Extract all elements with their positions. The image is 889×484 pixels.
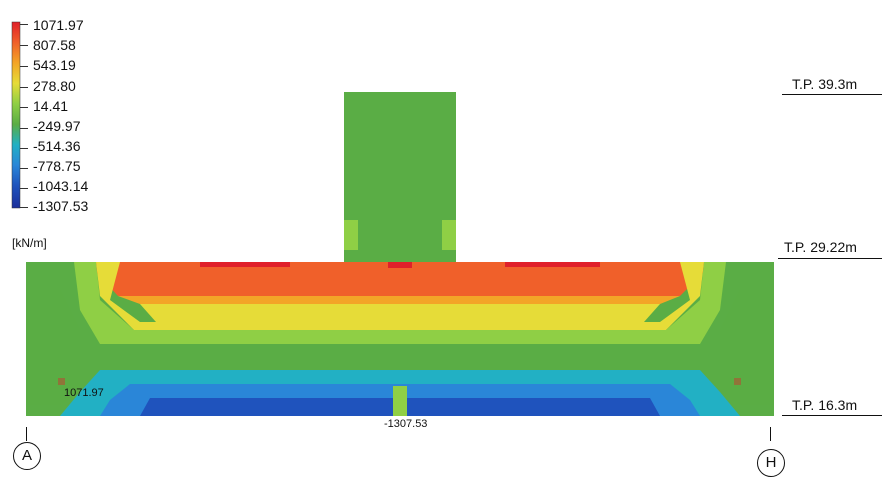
legend-value-4: 14.41 [33,98,69,114]
level-line-top [782,94,882,95]
min-value-label: -1307.53 [384,418,428,430]
legend-tick-0 [20,24,28,25]
max-value-label: 1071.97 [64,387,104,399]
level-label-bottom: T.P. 16.3m [792,397,858,413]
legend-value-6: -514.36 [33,138,81,154]
legend-tick-8 [20,188,28,189]
legend-value-1: 807.58 [33,37,76,53]
legend-value-7: -778.75 [33,158,81,174]
legend-value-3: 278.80 [33,78,76,94]
legend-tick-3 [20,87,28,88]
legend-tick-4 [20,107,28,108]
upper-wall [344,92,456,264]
legend-value-0: 1071.97 [33,17,84,33]
legend-tick-2 [20,66,28,67]
level-label-top: T.P. 39.3m [792,76,858,92]
legend-value-2: 543.19 [33,57,76,73]
legend-value-8: -1043.14 [33,178,89,194]
axis-line-right [770,427,771,441]
unit-label: [kN/m] [12,236,47,250]
lower-slab [26,262,774,416]
legend-tick-1 [20,45,28,46]
legend-tick-6 [20,148,28,149]
legend-tick-7 [20,168,28,169]
axis-marker-right: H [757,449,785,477]
axis-marker-left: A [13,442,41,470]
axis-line-left [26,427,27,441]
level-line-mid [778,258,882,259]
legend-tick-9 [20,207,28,208]
level-label-mid: T.P. 29.22m [784,239,857,255]
legend-tick-5 [20,128,28,129]
level-line-bottom [782,415,882,416]
legend-colorbar [11,21,21,209]
legend-value-9: -1307.53 [33,198,89,214]
legend-value-5: -249.97 [33,118,81,134]
